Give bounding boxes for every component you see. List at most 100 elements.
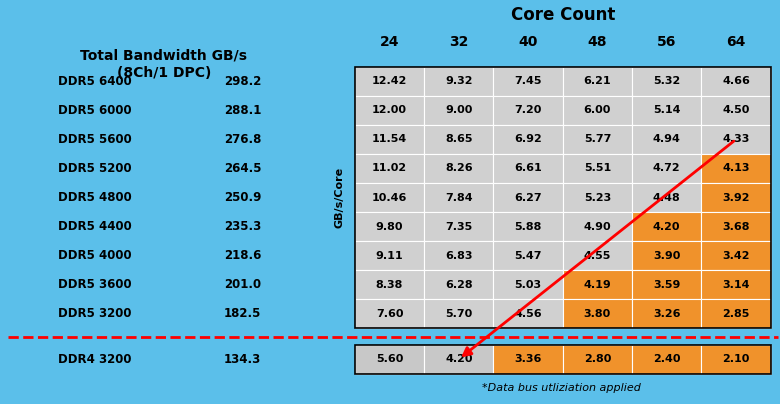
Bar [563,125,632,154]
Text: 134.3: 134.3 [224,353,261,366]
Bar [632,96,701,125]
Text: DDR4 3200: DDR4 3200 [58,353,132,366]
Bar [701,154,771,183]
Text: 3.90: 3.90 [653,251,680,261]
Bar [563,270,632,299]
Text: 24: 24 [380,36,399,49]
Bar [355,154,424,183]
Text: 8.38: 8.38 [376,280,403,290]
Text: 64: 64 [726,36,746,49]
Text: DDR5 5600: DDR5 5600 [58,133,133,146]
Text: 218.6: 218.6 [224,249,261,262]
Text: 6.92: 6.92 [514,135,542,144]
Text: 4.33: 4.33 [722,135,750,144]
Bar [355,241,424,270]
Text: 12.00: 12.00 [372,105,407,115]
Text: 2.10: 2.10 [722,354,750,364]
Text: 56: 56 [657,36,676,49]
Bar [632,241,701,270]
Text: 3.80: 3.80 [583,309,611,319]
Text: 3.92: 3.92 [722,193,750,202]
Text: 2.40: 2.40 [653,354,680,364]
Bar [632,183,701,212]
Bar [563,96,632,125]
Text: 5.70: 5.70 [445,309,473,319]
Text: 8.65: 8.65 [445,135,473,144]
Bar [355,183,424,212]
Bar [355,270,424,299]
Bar [632,212,701,241]
Text: 10.46: 10.46 [372,193,407,202]
Bar [632,154,701,183]
Bar [494,154,563,183]
Text: 9.00: 9.00 [445,105,473,115]
Bar [494,183,563,212]
Text: 3.26: 3.26 [653,309,680,319]
Bar [701,67,771,96]
Bar [563,345,632,374]
Bar [494,96,563,125]
Text: DDR5 3600: DDR5 3600 [58,278,132,291]
Bar [563,241,632,270]
Text: 4.94: 4.94 [653,135,681,144]
Text: 9.80: 9.80 [376,222,403,231]
Bar [424,345,494,374]
Bar [424,270,494,299]
Bar [424,154,494,183]
Text: 6.00: 6.00 [583,105,611,115]
Text: DDR5 4000: DDR5 4000 [58,249,132,262]
Text: 298.2: 298.2 [224,75,261,88]
Bar [632,125,701,154]
Bar [563,67,632,96]
Text: 11.54: 11.54 [372,135,407,144]
Text: 3.42: 3.42 [722,251,750,261]
Text: 32: 32 [449,36,469,49]
Bar [355,67,771,328]
Text: 7.45: 7.45 [514,76,542,86]
Text: 40: 40 [519,36,538,49]
Text: Core Count: Core Count [511,6,615,24]
Bar [424,96,494,125]
Text: 4.66: 4.66 [722,76,750,86]
Bar [563,183,632,212]
Text: 3.59: 3.59 [653,280,680,290]
Bar [701,299,771,328]
Text: 6.28: 6.28 [445,280,473,290]
Text: 4.20: 4.20 [653,222,680,231]
Text: 3.36: 3.36 [515,354,542,364]
Bar [424,67,494,96]
Text: 12.42: 12.42 [372,76,407,86]
Text: 201.0: 201.0 [224,278,261,291]
Bar [632,299,701,328]
Text: 264.5: 264.5 [224,162,261,175]
Text: 6.83: 6.83 [445,251,473,261]
Text: 8.26: 8.26 [445,164,473,173]
Text: 3.68: 3.68 [722,222,750,231]
Bar [494,212,563,241]
Bar [701,270,771,299]
Text: 5.88: 5.88 [515,222,542,231]
Bar [632,67,701,96]
Text: 5.14: 5.14 [653,105,680,115]
Text: 3.14: 3.14 [722,280,750,290]
Text: 9.32: 9.32 [445,76,473,86]
Bar [424,212,494,241]
Bar [494,125,563,154]
Text: 2.85: 2.85 [722,309,750,319]
Bar [424,183,494,212]
Bar [701,241,771,270]
Bar [701,96,771,125]
Bar [424,299,494,328]
Text: 250.9: 250.9 [224,191,261,204]
Bar [494,67,563,96]
Text: 5.03: 5.03 [515,280,541,290]
Bar [701,212,771,241]
Text: 4.90: 4.90 [583,222,612,231]
Bar [563,154,632,183]
Bar [355,67,424,96]
Bar [563,212,632,241]
Bar [632,345,701,374]
Bar [563,299,632,328]
Text: 7.60: 7.60 [376,309,403,319]
Text: 5.47: 5.47 [514,251,542,261]
